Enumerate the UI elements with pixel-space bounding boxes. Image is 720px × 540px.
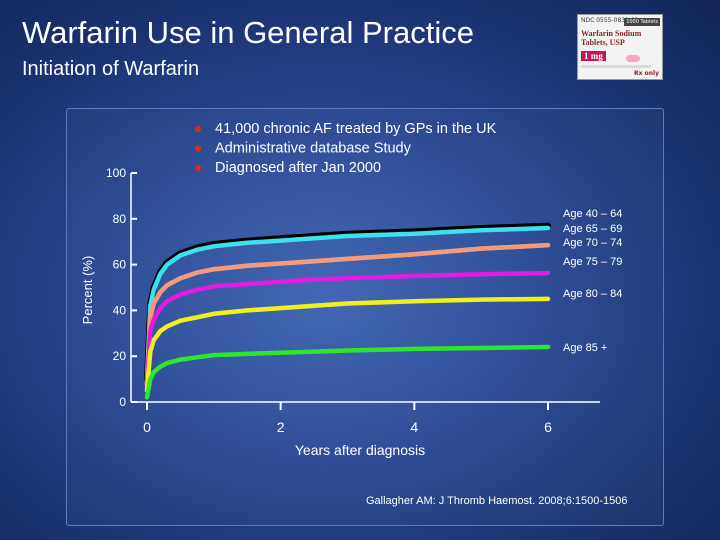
- y-axis-title: Percent (%): [80, 256, 95, 325]
- bullet-icon: [194, 145, 202, 152]
- chart-series: [144, 222, 551, 400]
- series-line-2: [144, 225, 551, 382]
- y-tick-label: 40: [113, 303, 127, 317]
- product-name-line1: Warfarin Sodium: [581, 29, 642, 38]
- y-tick-label: 80: [113, 212, 127, 226]
- study-note: 41,000 chronic AF treated by GPs in the …: [215, 121, 497, 137]
- citation: Gallagher AM: J Thromb Haemost. 2008;6:1…: [366, 495, 628, 507]
- pill-icon: [626, 55, 640, 62]
- x-tick-label: 6: [544, 419, 552, 435]
- y-tick-label: 20: [113, 349, 127, 363]
- product-name: Warfarin Sodium Tablets, USP: [581, 29, 641, 47]
- y-tick-label: 0: [119, 395, 126, 409]
- series-label: Age 40 – 64: [563, 208, 622, 220]
- bullet-icon: [194, 164, 202, 172]
- series-label: Age 75 – 79: [563, 256, 622, 268]
- product-count: 1000 Tablets: [624, 18, 660, 26]
- series-label: Age 85 +: [563, 342, 607, 354]
- series-label: Age 70 – 74: [563, 237, 622, 249]
- series-line-4: [144, 242, 551, 386]
- slide-subtitle: Initiation of Warfarin: [22, 58, 200, 80]
- series-line-5: [144, 270, 551, 389]
- y-tick-label: 60: [113, 258, 127, 272]
- x-tick-label: 0: [143, 419, 151, 435]
- y-tick-label: 100: [106, 166, 126, 180]
- study-note: Diagnosed after Jan 2000: [215, 160, 381, 176]
- study-note: Administrative database Study: [215, 141, 412, 157]
- series-label: Age 80 – 84: [563, 288, 622, 300]
- warfarin-product-image: NDC 0555-0831-02 1000 Tablets Warfarin S…: [577, 14, 663, 80]
- x-tick-label: 4: [410, 419, 418, 435]
- x-tick-label: 2: [277, 419, 285, 435]
- series-label: Age 65 – 69: [563, 223, 622, 235]
- chart-panel: [66, 108, 664, 526]
- label-band: [581, 65, 651, 68]
- product-ndc: NDC 0555-0831-02: [581, 17, 639, 24]
- series-line-7: [144, 344, 551, 400]
- slide-title: Warfarin Use in General Practice: [22, 15, 474, 50]
- series-line-6: [144, 296, 551, 393]
- x-ticks: 0 2 4 6: [143, 402, 552, 435]
- product-dose: 1 mg: [581, 51, 606, 61]
- series-labels: Age 40 – 64 Age 65 – 69 Age 70 – 74 Age 75 …: [563, 208, 622, 354]
- bullet-icon: [194, 125, 202, 133]
- study-notes: 41,000 chronic AF treated by GPs in the …: [194, 121, 497, 176]
- y-ticks: 0 20 40 60 80 100: [106, 166, 137, 409]
- x-axis-title: Years after diagnosis: [295, 442, 425, 458]
- product-name-line2: Tablets, USP: [581, 38, 625, 47]
- chart-axes: [130, 173, 600, 403]
- product-rx: Rx only: [634, 70, 659, 77]
